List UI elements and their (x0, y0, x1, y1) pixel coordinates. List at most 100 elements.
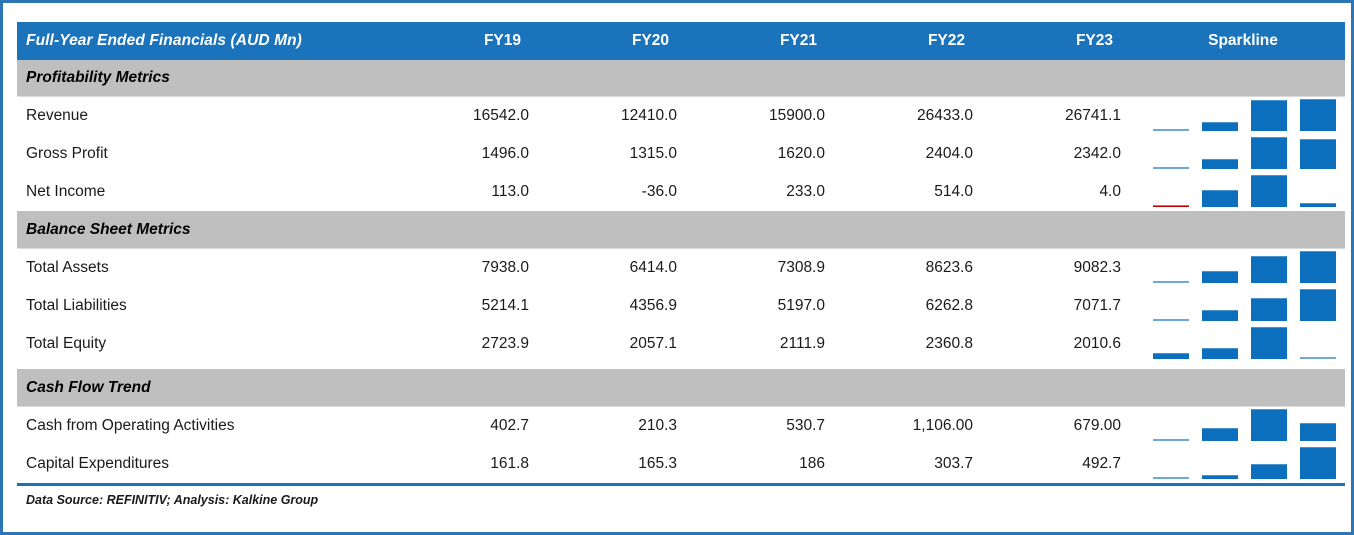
value-cell: 6262.8 (925, 297, 973, 314)
table-body: Profitability Metrics Revenue 16542.0 12410… (17, 60, 1345, 483)
sparkline-bar (1153, 477, 1189, 479)
value-cell: 5214.1 (481, 297, 529, 314)
value-cell: 2010.6 (1073, 335, 1121, 352)
sparkline-bar (1202, 158, 1238, 169)
value-cell: 1,106.00 (912, 417, 973, 434)
table-row: Cash from Operating Activities 402.7 210.3… (17, 407, 1345, 445)
value-cell: 6414.0 (629, 259, 677, 276)
sparkline-bar (1300, 202, 1336, 207)
sparkline (1127, 135, 1345, 173)
value-cell: 2111.9 (779, 335, 825, 352)
value-cell: 165.3 (638, 455, 677, 472)
value-cell: 2057.1 (629, 335, 677, 352)
metric-label: Capital Expenditures (26, 455, 170, 472)
sparkline-bar (1153, 319, 1189, 321)
sparkline-bar (1202, 428, 1238, 441)
value-cell: 2723.9 (481, 335, 529, 352)
sparkline-bar (1202, 475, 1238, 479)
sparkline-bar (1251, 99, 1287, 131)
section-header: Profitability Metrics (17, 60, 1345, 97)
section-header: Cash Flow Trend (17, 369, 1345, 407)
sparkline-bar (1153, 281, 1189, 283)
value-cell: 4356.9 (629, 297, 677, 314)
table-row: Capital Expenditures 161.8 165.3 186 303.7 49… (17, 445, 1345, 483)
sparkline (1127, 97, 1345, 135)
financials-table: Full-Year Ended Financials (AUD Mn) FY19… (17, 22, 1345, 507)
sparkline-bar (1251, 327, 1287, 359)
value-cell: 492.7 (1082, 455, 1121, 472)
value-cell: 1315.0 (629, 145, 677, 162)
section-header: Balance Sheet Metrics (17, 211, 1345, 249)
metric-label: Net Income (26, 183, 106, 200)
value-cell: 7071.7 (1073, 297, 1121, 314)
sparkline-bar (1251, 256, 1287, 283)
sparkline-bar (1202, 270, 1238, 283)
value-cell: 679.00 (1073, 417, 1121, 434)
col-header-fy23: FY23 (1075, 32, 1113, 49)
value-cell: 210.3 (638, 417, 677, 434)
sparkline-bar (1251, 464, 1287, 479)
sparkline-bar (1153, 205, 1189, 207)
table-title: Full-Year Ended Financials (AUD Mn) (26, 32, 302, 49)
value-cell: 1496.0 (481, 145, 529, 162)
table-header-row: Full-Year Ended Financials (AUD Mn) FY19… (17, 22, 1345, 60)
table-row: Total Equity 2723.9 2057.1 2111.9 2360.8 2010… (17, 325, 1345, 363)
value-cell: 2404.0 (925, 145, 973, 162)
sparkline-bar (1202, 348, 1238, 359)
data-source-note: Data Source: REFINITIV; Analysis: Kalkin… (26, 493, 319, 507)
sparkline-bar (1153, 353, 1189, 359)
sparkline-bar (1300, 289, 1336, 321)
value-cell: 303.7 (934, 455, 973, 472)
value-cell: 2342.0 (1073, 145, 1121, 162)
value-cell: -36.0 (641, 183, 677, 200)
sparkline-bar (1202, 121, 1238, 131)
value-cell: 4.0 (1099, 183, 1121, 200)
value-cell: 186 (799, 455, 825, 472)
table-row: Total Liabilities 5214.1 4356.9 5197.0 6262.… (17, 287, 1345, 325)
sparkline-bar (1153, 129, 1189, 131)
value-cell: 15900.0 (768, 107, 825, 124)
sparkline-bar (1300, 423, 1336, 441)
sparkline-bar (1251, 175, 1287, 207)
value-cell: 113.0 (491, 183, 529, 200)
value-cell: 5197.0 (777, 297, 825, 314)
sparkline-bar (1300, 251, 1336, 283)
col-header-fy22: FY22 (927, 32, 965, 49)
sparkline-bar (1153, 167, 1189, 169)
value-cell: 16542.0 (472, 107, 529, 124)
value-cell: 7938.0 (481, 259, 529, 276)
sparkline-bar (1300, 357, 1336, 359)
metric-label: Revenue (26, 107, 89, 124)
col-header-fy20: FY20 (631, 32, 669, 49)
table-row: Revenue 16542.0 12410.0 15900.0 26433.0 26741… (17, 97, 1345, 135)
sparkline (1127, 445, 1345, 483)
sparkline (1127, 287, 1345, 325)
value-cell: 26741.1 (1064, 107, 1121, 124)
sparkline (1127, 173, 1345, 211)
value-cell: 26433.0 (916, 107, 973, 124)
metric-label: Total Equity (26, 335, 107, 352)
value-cell: 161.8 (490, 455, 529, 472)
col-header-fy19: FY19 (483, 32, 521, 49)
value-cell: 9082.3 (1073, 259, 1121, 276)
sparkline-bar (1300, 99, 1336, 131)
table-row: Gross Profit 1496.0 1315.0 1620.0 2404.0 2342… (17, 135, 1345, 173)
sparkline-bar (1153, 439, 1189, 441)
sparkline-bar (1251, 409, 1287, 441)
metric-label: Total Assets (26, 259, 109, 276)
value-cell: 402.7 (490, 417, 529, 434)
value-cell: 233.0 (786, 183, 825, 200)
table-row: Net Income 113.0 -36.0 233.0 514.0 4.0 (17, 173, 1345, 211)
sparkline-bar (1202, 190, 1238, 207)
sparkline-bar (1251, 297, 1287, 321)
metric-label: Total Liabilities (26, 297, 127, 314)
value-cell: 12410.0 (620, 107, 677, 124)
table-row: Total Assets 7938.0 6414.0 7308.9 8623.6 9082… (17, 249, 1345, 287)
col-header-fy21: FY21 (779, 32, 817, 49)
value-cell: 514.0 (934, 183, 973, 200)
metric-label: Cash from Operating Activities (26, 417, 235, 434)
value-cell: 7308.9 (777, 259, 825, 276)
col-header-sparkline: Sparkline (1208, 32, 1278, 49)
sparkline-bar (1300, 138, 1336, 169)
value-cell: 530.7 (786, 417, 825, 434)
